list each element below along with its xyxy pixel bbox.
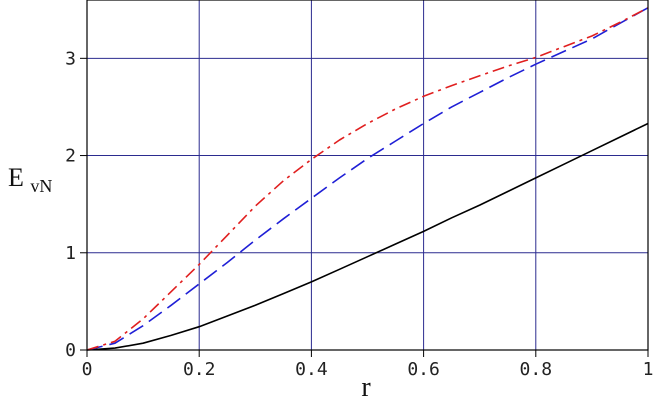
- y-tick-label: 2: [65, 146, 76, 167]
- y-tick-label: 3: [65, 48, 76, 69]
- tick-labels: 0 0.2 0.4 0.6 0.8 1 0 1 2 3: [65, 48, 653, 380]
- x-tick-label: 0.8: [520, 359, 553, 380]
- series-line-2-dashed: [86, 7, 649, 351]
- y-axis-title: E vN: [8, 163, 52, 196]
- x-axis-title: r: [361, 372, 371, 403]
- x-tick-label: 0.2: [183, 359, 216, 380]
- y-tick-label: 0: [65, 340, 76, 361]
- series-lines: [86, 7, 649, 351]
- y-axis-title-subscript: vN: [30, 176, 52, 196]
- axis-ticks: [80, 57, 649, 357]
- x-tick-label: 0.6: [407, 359, 440, 380]
- x-tick-label: 1: [643, 359, 654, 380]
- y-axis-title-main: E: [8, 163, 24, 192]
- series-line-1-solid: [86, 122, 649, 351]
- x-tick-label: 0.4: [295, 359, 328, 380]
- gridlines: [86, 0, 649, 351]
- x-tick-label: 0: [82, 359, 93, 380]
- series-line-3-dashdot: [86, 7, 649, 351]
- y-tick-label: 1: [65, 243, 76, 264]
- plot-frame: [86, 0, 649, 351]
